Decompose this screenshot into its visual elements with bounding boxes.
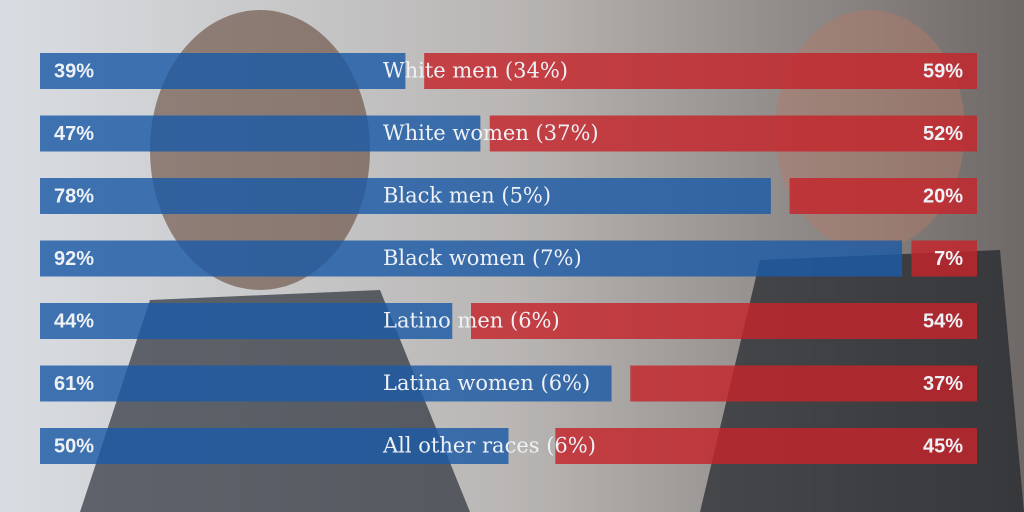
value-label: 20%: [923, 185, 963, 207]
bar: [471, 303, 977, 339]
category-label: White men (34%): [383, 59, 568, 83]
bar: [40, 428, 509, 464]
bar: [40, 115, 481, 152]
value-label: 59%: [923, 60, 963, 82]
value-label: 44%: [54, 310, 94, 332]
bar: [40, 240, 903, 277]
value-label: 54%: [923, 310, 963, 332]
bar: [789, 178, 977, 214]
bar: [630, 365, 977, 402]
value-label: 39%: [54, 60, 94, 82]
bar: [40, 365, 612, 402]
value-label: 78%: [54, 185, 94, 207]
category-label: Latina women (6%): [383, 371, 590, 395]
category-label: All other races (6%): [382, 434, 596, 458]
bars: 39% 59% White men (34%) 47% 52% White women (…: [40, 53, 977, 464]
value-label: 92%: [54, 248, 94, 270]
category-label: Black women (7%): [383, 246, 582, 270]
value-label: 47%: [54, 123, 94, 145]
value-label: 50%: [54, 435, 94, 457]
bar: [911, 240, 977, 277]
bar: [555, 428, 977, 464]
category-label: White women (37%): [383, 121, 599, 145]
bar: [40, 53, 406, 89]
value-label: 61%: [54, 373, 94, 395]
category-label: Latino men (6%): [383, 309, 560, 333]
bar: [489, 115, 977, 152]
value-label: 7%: [934, 248, 963, 270]
value-label: 37%: [923, 373, 963, 395]
value-label: 45%: [923, 435, 963, 457]
value-label: 52%: [923, 123, 963, 145]
bar: [40, 303, 453, 339]
category-label: Black men (5%): [383, 184, 551, 208]
bar: [40, 178, 771, 214]
bar: [424, 53, 977, 89]
